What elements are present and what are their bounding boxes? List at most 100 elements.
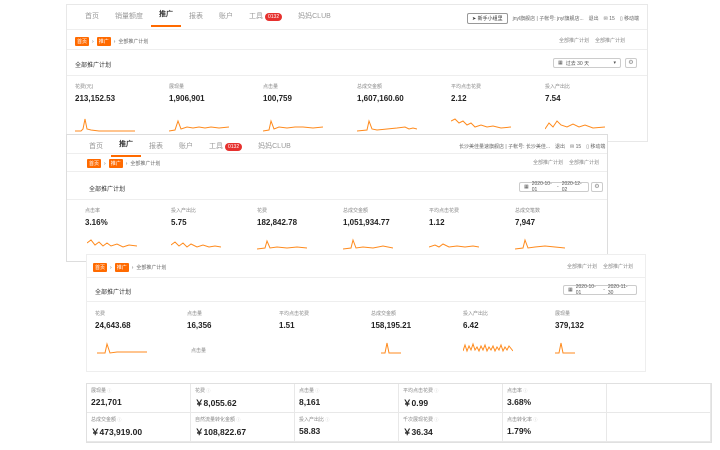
summary-cell: 千次展现花费 ⓘ ￥36.34: [399, 413, 503, 442]
tools-badge-2: 0132: [225, 143, 243, 151]
crumb2-home[interactable]: 首页: [87, 159, 102, 168]
nav2-report[interactable]: 报表: [149, 143, 163, 150]
panel-3: 首页 › 推广 › 全部推广计划 全部推广计划 全部推广计划 全部推广计划 ▦ 20…: [86, 254, 646, 372]
date-range-select[interactable]: ▦ 过去 30 天 ▾: [553, 58, 621, 68]
sparkline2-4: [343, 238, 393, 250]
sparkline2-2: [171, 241, 221, 248]
section-title-3: 全部推广计划: [95, 290, 132, 296]
top-actions: ➤ 新手小组里 jnyl旗舰店 | 子帐号: jnyl旗舰店... 退出 ✉ 1…: [467, 13, 639, 24]
top-nav-2: 首页 推广 报表 账户 工具 0132 妈妈CLUB: [81, 135, 299, 157]
metric2-3: 花费 182,842.78: [257, 208, 298, 227]
summary-cell-empty: [607, 384, 711, 413]
summary-cell: 点击量 ⓘ 8,161: [295, 384, 399, 413]
link-a[interactable]: 全部推广计划: [559, 38, 590, 44]
crumb3-promo[interactable]: 推广: [114, 263, 129, 272]
metric2-6: 总成交笔数 7,947: [515, 208, 541, 227]
message-icon[interactable]: ✉ 15: [603, 15, 615, 22]
crumb2-current: 全部推广计划: [130, 161, 161, 167]
nav-club[interactable]: 妈妈CLUB: [298, 13, 331, 20]
sparkline-1: [75, 118, 135, 132]
sparkline3-4: [381, 342, 401, 354]
breadcrumb-3: 首页 › 推广 › 全部推广计划: [93, 263, 167, 272]
crumb-current: 全部推广计划: [118, 39, 149, 45]
sparkline2-3: [257, 239, 307, 250]
link3-a[interactable]: 全部推广计划: [567, 264, 598, 270]
crumb-home[interactable]: 首页: [75, 37, 90, 46]
summary-cell: 点击率 ⓘ 3.68%: [503, 384, 607, 413]
nav2-club[interactable]: 妈妈CLUB: [258, 143, 291, 150]
link2-a[interactable]: 全部推广计划: [533, 160, 564, 166]
panel-2: 首页 推广 报表 账户 工具 0132 妈妈CLUB 长沙美佳量速旗舰店 | 子帐…: [66, 134, 608, 262]
extra-metric-label: 点击量: [191, 348, 207, 354]
tools-badge: 0132: [265, 13, 283, 21]
nav2-account[interactable]: 账户: [179, 143, 193, 150]
crumb3-current: 全部推广计划: [136, 265, 167, 271]
date-range-select-3[interactable]: ▦ 2020-10-01 - 2020-11-30: [563, 284, 637, 296]
logout-link[interactable]: 退出: [588, 16, 599, 22]
metric3-4: 总成交金额 158,195.21: [371, 311, 412, 330]
section-title-2: 全部推广计划: [89, 187, 126, 193]
link-b[interactable]: 全部推广计划: [595, 38, 626, 44]
link2-b[interactable]: 全部推广计划: [569, 160, 600, 166]
nav-tools[interactable]: 工具 0132: [241, 11, 290, 27]
nav-report[interactable]: 报表: [189, 13, 203, 20]
metric-5: 平均点击花费 2.12: [451, 84, 482, 103]
right-links-2: 全部推广计划 全部推广计划: [533, 159, 599, 166]
top-actions-2: 长沙美佳量速旗舰店 | 子帐号: 长沙美佳... 退出 ✉ 15 ▯ 移动端: [459, 143, 606, 151]
breadcrumb: 首页 › 推广 › 全部推广计划: [75, 37, 149, 46]
user-info-2: 长沙美佳量速旗舰店 | 子帐号: 长沙美佳...: [459, 144, 551, 150]
metric3-6: 展现量 379,132: [555, 311, 584, 330]
message-icon-2[interactable]: ✉ 15: [570, 143, 582, 150]
metric2-5: 平均点击花费 1.12: [429, 208, 460, 227]
mobile-link-2[interactable]: ▯ 移动端: [586, 144, 606, 150]
sparkline2-6: [515, 238, 565, 250]
crumb3-home[interactable]: 首页: [93, 263, 108, 272]
metric-1: 花费(元) 213,152.53: [75, 84, 116, 103]
user-info: jnyl旗舰店 | 子帐号: jnyl旗舰店...: [512, 16, 584, 22]
nav-home[interactable]: 首页: [85, 13, 99, 20]
summary-cell-empty: [607, 413, 711, 442]
metric2-2: 投入产出比 5.75: [171, 208, 197, 227]
logout-link-2[interactable]: 退出: [555, 144, 566, 150]
right-links-3: 全部推广计划 全部推广计划: [567, 263, 633, 270]
link3-b[interactable]: 全部推广计划: [603, 264, 634, 270]
nav2-tools[interactable]: 工具 0132: [201, 141, 250, 157]
new-user-button[interactable]: ➤ 新手小组里: [467, 13, 508, 24]
metric2-1: 点击率 3.16%: [85, 208, 108, 227]
sparkline-2: [169, 119, 229, 132]
summary-cell: 点击转化率 ⓘ 1.79%: [503, 413, 607, 442]
summary-cell: 自然流量转化金额 ⓘ ￥108,822.67: [191, 413, 295, 442]
sparkline2-1: [87, 239, 137, 248]
metric-6: 投入产出比 7.54: [545, 84, 571, 103]
sparkline2-5: [429, 243, 479, 248]
sparkline-5: [451, 118, 511, 129]
metric3-5: 投入产出比 6.42: [463, 311, 489, 330]
metric2-4: 总成交金额 1,051,934.77: [343, 208, 390, 227]
top-nav: 首页 销量额度 推广 报表 账户 工具 0132 妈妈CLUB: [77, 5, 339, 27]
date-range-select-2[interactable]: ▦ 2020-10-01 - 2020-12-02: [519, 181, 589, 193]
crumb-promo[interactable]: 推广: [96, 37, 111, 46]
nav-promotion[interactable]: 推广: [151, 9, 181, 27]
crumb2-promo[interactable]: 推广: [108, 159, 123, 168]
metric3-3: 平均点击花费 1.51: [279, 311, 310, 330]
mobile-link[interactable]: ▯ 移动端: [619, 16, 639, 22]
summary-cell: 花费 ⓘ ￥8,055.62: [191, 384, 295, 413]
nav2-home[interactable]: 首页: [89, 143, 103, 150]
nav-sales[interactable]: 销量额度: [115, 13, 143, 20]
summary-cell: 平均点击花费 ⓘ ￥0.99: [399, 384, 503, 413]
sparkline-3: [263, 119, 323, 132]
nav2-promotion[interactable]: 推广: [111, 139, 141, 157]
summary-cell: 展现量 ⓘ 221,701: [87, 384, 191, 413]
summary-cell: 投入产出比 ⓘ 58.83: [295, 413, 399, 442]
summary-cell: 总成交金额 ⓘ ￥473,919.00: [87, 413, 191, 442]
metric-3: 点击量 100,759: [263, 84, 292, 103]
breadcrumb-2: 首页 › 推广 › 全部推广计划: [87, 159, 161, 168]
metric3-1: 花费 24,643.68: [95, 311, 131, 330]
sparkline3-6: [555, 342, 575, 354]
settings-gear-icon-2[interactable]: ⚙: [591, 182, 603, 192]
settings-gear-icon[interactable]: ⚙: [625, 58, 637, 68]
metric3-2: 点击量 16,356: [187, 311, 212, 330]
summary-table: 展现量 ⓘ 221,701 花费 ⓘ ￥8,055.62 点击量 ⓘ 8,161 平均…: [86, 383, 712, 443]
metric-2: 展现量 1,906,901: [169, 84, 205, 103]
nav-account[interactable]: 账户: [219, 13, 233, 20]
